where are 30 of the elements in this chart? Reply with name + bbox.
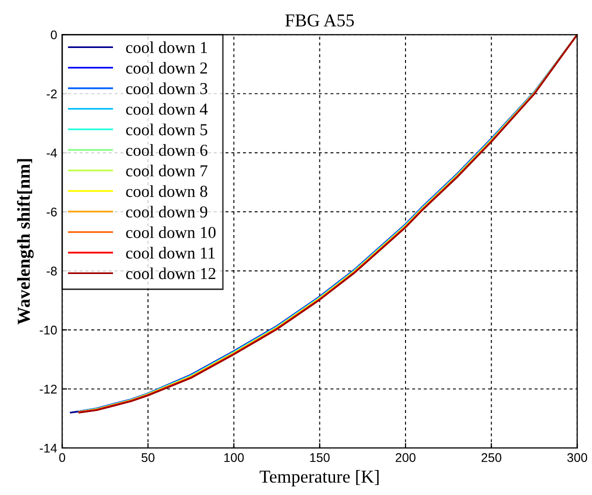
legend-label: cool down 7 [126,164,208,176]
x-tick-label: 200 [396,453,416,462]
legend-label: cool down 10 [126,226,216,238]
legend-label: cool down 11 [126,246,215,259]
legend-label: cool down 12 [126,267,216,280]
legend-label: cool down 1 [126,41,207,54]
y-axis-title: Wavelength shift[nm] [16,159,34,325]
y-tick-label: -6 [46,208,57,216]
x-tick-label: 300 [567,453,588,462]
y-tick-label: 0 [50,30,57,40]
y-tick-label: -8 [46,266,57,276]
legend-label: cool down 4 [126,103,208,115]
x-tick-label: 50 [142,453,154,462]
legend-label: cool down 9 [126,206,208,218]
y-tick-label: -14 [40,444,57,453]
y-tick-label: -10 [40,326,57,335]
legend-label: cool down 3 [126,82,208,94]
y-tick-label: -4 [46,148,57,158]
legend-label: cool down 2 [126,62,207,74]
x-tick-label: 100 [224,453,244,462]
x-axis-title: Temperature [K] [260,470,379,486]
legend-label: cool down 6 [126,144,208,156]
legend-label: cool down 8 [126,185,208,197]
x-tick-label: 150 [310,453,330,462]
x-tick-label: 250 [482,453,502,462]
y-tick-label: -2 [46,89,57,98]
x-tick-label: 0 [59,453,66,462]
y-tick-label: -12 [40,384,57,394]
legend-label: cool down 5 [126,124,208,136]
chart-title: FBG A55 [285,14,354,26]
